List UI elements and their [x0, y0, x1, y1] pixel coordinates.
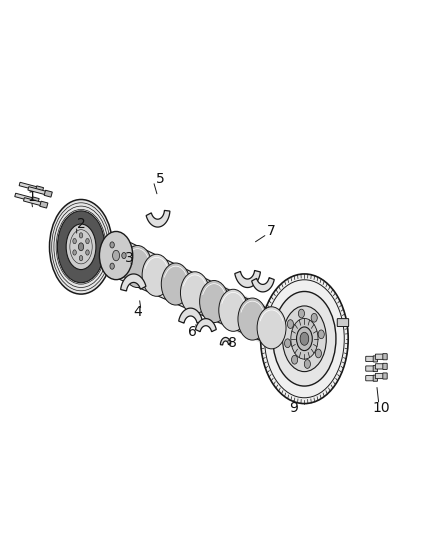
Ellipse shape — [200, 280, 229, 322]
Ellipse shape — [73, 238, 76, 244]
Polygon shape — [220, 337, 231, 345]
Ellipse shape — [273, 292, 336, 386]
Ellipse shape — [110, 242, 114, 248]
Ellipse shape — [315, 349, 321, 358]
Ellipse shape — [86, 238, 89, 244]
Text: 5: 5 — [155, 172, 164, 186]
Polygon shape — [31, 197, 39, 204]
Ellipse shape — [110, 263, 114, 269]
FancyBboxPatch shape — [366, 376, 374, 381]
Polygon shape — [146, 211, 170, 227]
Ellipse shape — [285, 339, 291, 348]
Ellipse shape — [122, 253, 126, 259]
Text: 6: 6 — [188, 325, 197, 339]
Text: 10: 10 — [372, 400, 390, 415]
Ellipse shape — [99, 231, 133, 280]
Ellipse shape — [104, 237, 133, 279]
Text: 4: 4 — [134, 305, 142, 319]
Ellipse shape — [261, 274, 348, 403]
Text: 3: 3 — [125, 251, 134, 265]
FancyBboxPatch shape — [337, 319, 349, 327]
Ellipse shape — [79, 255, 83, 261]
Ellipse shape — [79, 233, 83, 238]
FancyBboxPatch shape — [383, 373, 387, 379]
Polygon shape — [28, 187, 46, 195]
Polygon shape — [118, 238, 272, 348]
Ellipse shape — [49, 199, 113, 294]
Ellipse shape — [73, 250, 76, 255]
FancyBboxPatch shape — [373, 356, 378, 362]
Polygon shape — [44, 190, 52, 197]
Text: 1: 1 — [27, 190, 36, 204]
FancyBboxPatch shape — [373, 366, 378, 372]
FancyBboxPatch shape — [366, 356, 374, 361]
FancyBboxPatch shape — [383, 364, 387, 369]
Ellipse shape — [219, 289, 248, 332]
Text: 9: 9 — [289, 400, 298, 415]
Ellipse shape — [66, 224, 96, 270]
FancyBboxPatch shape — [375, 354, 384, 359]
FancyBboxPatch shape — [375, 364, 384, 369]
Ellipse shape — [78, 243, 84, 251]
FancyBboxPatch shape — [375, 374, 384, 378]
Polygon shape — [195, 319, 216, 332]
Polygon shape — [40, 201, 48, 208]
Ellipse shape — [57, 211, 105, 282]
Ellipse shape — [265, 280, 344, 398]
Ellipse shape — [142, 254, 171, 296]
Ellipse shape — [238, 298, 267, 340]
Polygon shape — [252, 278, 274, 292]
Polygon shape — [19, 182, 38, 190]
Ellipse shape — [298, 309, 304, 318]
Polygon shape — [24, 198, 42, 206]
Ellipse shape — [311, 313, 317, 322]
Ellipse shape — [283, 306, 326, 372]
Ellipse shape — [113, 251, 120, 261]
Ellipse shape — [318, 330, 324, 338]
Ellipse shape — [292, 356, 298, 364]
FancyBboxPatch shape — [383, 354, 387, 360]
Ellipse shape — [123, 246, 152, 287]
Ellipse shape — [304, 360, 311, 368]
Text: 7: 7 — [267, 224, 276, 238]
Ellipse shape — [261, 311, 287, 349]
Polygon shape — [235, 270, 261, 287]
Text: 2: 2 — [77, 216, 85, 231]
Ellipse shape — [86, 250, 89, 255]
FancyBboxPatch shape — [366, 366, 374, 371]
FancyBboxPatch shape — [373, 375, 378, 381]
Ellipse shape — [291, 318, 318, 359]
Ellipse shape — [300, 332, 309, 345]
Polygon shape — [120, 274, 146, 291]
Polygon shape — [179, 308, 202, 323]
Ellipse shape — [287, 320, 293, 328]
Ellipse shape — [297, 327, 312, 351]
Polygon shape — [15, 193, 33, 201]
Polygon shape — [35, 186, 43, 193]
Text: 8: 8 — [228, 336, 237, 350]
Ellipse shape — [257, 307, 286, 349]
Ellipse shape — [161, 263, 190, 305]
Ellipse shape — [180, 272, 209, 314]
